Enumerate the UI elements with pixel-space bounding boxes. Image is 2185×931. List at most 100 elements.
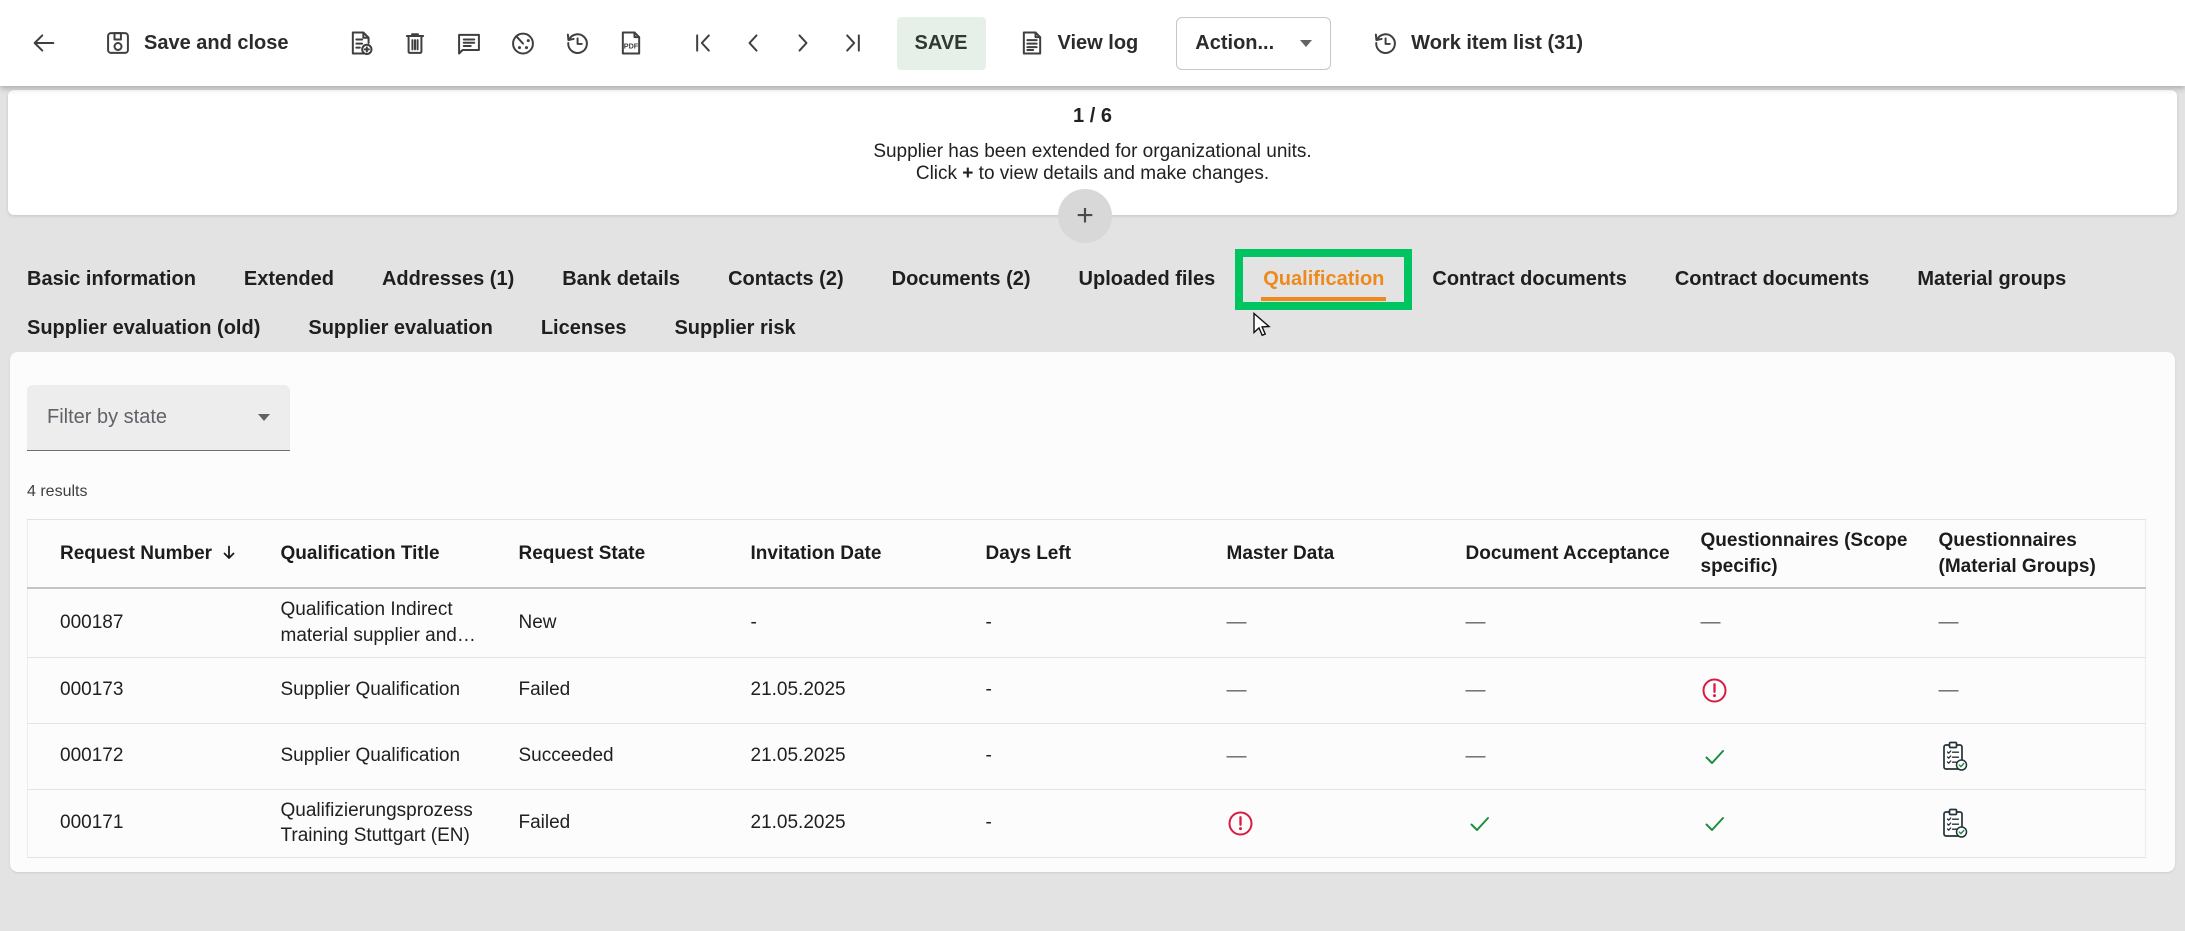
table-row[interactable]: 000187 Qualification Indirect material su… — [27, 588, 2146, 658]
column-header-label: Questionnaires (Material Groups) — [1938, 530, 2096, 577]
comments-icon[interactable] — [455, 29, 483, 57]
last-record-icon[interactable] — [839, 29, 867, 57]
notification-banner: 1 / 6 Supplier has been extended for org… — [8, 90, 2177, 215]
cell-master-data — [1227, 789, 1466, 857]
qualification-panel: Filter by state 4 results Request Number… — [10, 352, 2175, 872]
filter-by-state-dropdown[interactable]: Filter by state — [27, 385, 290, 451]
cell-questionnaires-scope — [1701, 657, 1939, 723]
column-header-label: Request State — [518, 542, 646, 564]
empty-value: — — [1226, 678, 1247, 701]
empty-value: — — [1465, 611, 1486, 634]
previous-record-icon[interactable] — [739, 29, 767, 57]
cell-days-left: - — [985, 745, 992, 767]
save-and-close-label: Save and close — [144, 31, 289, 54]
questionnaire-icon[interactable] — [1939, 740, 1969, 772]
column-header-days-left[interactable]: Days Left — [986, 520, 1227, 589]
cell-questionnaires-scope: — — [1701, 588, 1939, 657]
cell-master-data: — — [1227, 657, 1466, 723]
tab-bank-details[interactable]: Bank details — [562, 268, 681, 290]
work-item-list-button[interactable]: Work item list (31) — [1371, 29, 1583, 57]
expand-details-button[interactable]: + — [1058, 189, 1112, 243]
tab-documents-2[interactable]: Documents (2) — [891, 268, 1031, 290]
empty-value: — — [1465, 678, 1486, 701]
gauge-icon[interactable] — [509, 29, 537, 57]
empty-value: — — [1226, 611, 1247, 634]
tab-supplier-evaluation-old[interactable]: Supplier evaluation (old) — [27, 317, 261, 339]
save-button[interactable]: SAVE — [896, 16, 986, 70]
column-header-request-state[interactable]: Request State — [519, 520, 751, 589]
empty-value: — — [1938, 611, 1959, 634]
questionnaire-icon[interactable] — [1939, 807, 1969, 839]
cell-invitation-date: 21.05.2025 — [750, 812, 846, 834]
column-header-label: Invitation Date — [750, 542, 882, 564]
tab-material-groups[interactable]: Material groups — [1917, 268, 2067, 290]
column-header-invitation-date[interactable]: Invitation Date — [751, 520, 986, 589]
tab-highlight-box — [1235, 249, 1413, 310]
delete-icon[interactable] — [401, 29, 429, 57]
tab-licenses[interactable]: Licenses — [540, 317, 627, 339]
cell-invitation-date: 21.05.2025 — [750, 679, 846, 701]
save-and-close-button[interactable]: Save and close — [104, 29, 289, 57]
cell-document-acceptance: — — [1466, 657, 1701, 723]
table-row[interactable]: 000171 Qualifizierungsprozess Training St… — [27, 789, 2146, 858]
svg-text:PDF: PDF — [623, 41, 638, 50]
back-icon[interactable] — [30, 29, 58, 57]
next-record-icon[interactable] — [789, 29, 817, 57]
section-tabs: Basic information Extended Addresses (1) Ba… — [25, 249, 2165, 350]
cell-days-left: - — [985, 812, 992, 834]
tab-contacts-2[interactable]: Contacts (2) — [728, 268, 844, 290]
toolbar-icon-strip: PDF — [347, 29, 645, 57]
cell-document-acceptance — [1466, 789, 1701, 857]
tab-extended[interactable]: Extended — [243, 268, 334, 290]
table-row[interactable]: 000172 Supplier Qualification Succeeded 21.… — [27, 723, 2146, 790]
cell-document-acceptance: — — [1466, 723, 1701, 789]
tab-row-1: Basic information Extended Addresses (1) Ba… — [25, 249, 2165, 310]
column-header-document-acceptance[interactable]: Document Acceptance — [1466, 520, 1701, 589]
view-log-button[interactable]: View log — [1018, 29, 1139, 57]
tab-qualification[interactable]: Qualification — [1235, 249, 1413, 310]
first-record-icon[interactable] — [689, 29, 717, 57]
success-status-icon — [1470, 816, 1489, 831]
cell-invitation-date: 21.05.2025 — [750, 745, 846, 767]
column-header-label: Days Left — [985, 542, 1072, 564]
sort-desc-icon — [223, 545, 235, 559]
column-header-master-data[interactable]: Master Data — [1227, 520, 1466, 589]
tab-contract-documents[interactable]: Contract documents — [1432, 268, 1627, 290]
banner-plus-glyph: + — [962, 163, 974, 184]
cell-invitation-date: - — [750, 612, 757, 634]
cell-qualification-title: Qualification Indirect material supplier… — [280, 599, 476, 646]
error-status-icon — [1228, 811, 1252, 836]
tab-contract-documents[interactable]: Contract documents — [1674, 268, 1870, 290]
cell-request-number: 000172 — [60, 745, 124, 767]
tab-supplier-evaluation[interactable]: Supplier evaluation — [308, 317, 493, 339]
tab-supplier-risk[interactable]: Supplier risk — [674, 317, 796, 339]
cell-questionnaires-material — [1939, 789, 2146, 857]
pdf-icon[interactable]: PDF — [617, 29, 645, 57]
column-header-questionnaires-scope-specific[interactable]: Questionnaires (Scope specific) — [1701, 520, 1939, 589]
column-header-label: Master Data — [1226, 542, 1335, 564]
add-document-icon[interactable] — [347, 29, 375, 57]
success-status-icon — [1705, 816, 1724, 831]
tab-row-2: Supplier evaluation (old) Supplier evalua… — [25, 311, 2165, 350]
tab-basic-information[interactable]: Basic information — [27, 268, 196, 290]
table-row[interactable]: 000173 Supplier Qualification Failed 21.05.… — [27, 657, 2146, 724]
banner-message-line2: Click + to view details and make changes… — [915, 163, 1270, 184]
table-body: 000187 Qualification Indirect material su… — [27, 588, 2146, 858]
tab-uploaded-files[interactable]: Uploaded files — [1078, 268, 1216, 290]
log-document-icon — [1018, 29, 1046, 57]
cell-master-data: — — [1227, 588, 1466, 657]
empty-value: — — [1700, 611, 1721, 634]
history-icon[interactable] — [563, 29, 591, 57]
cell-days-left: - — [985, 612, 992, 634]
column-header-qualification-title[interactable]: Qualification Title — [281, 520, 519, 589]
column-header-request-number[interactable]: Request Number — [28, 520, 281, 589]
action-dropdown[interactable]: Action... — [1176, 16, 1332, 70]
cell-request-number: 000173 — [60, 679, 124, 701]
empty-value: — — [1465, 744, 1486, 767]
view-log-label: View log — [1057, 31, 1139, 54]
tab-addresses-1[interactable]: Addresses (1) — [381, 268, 515, 290]
column-header-label: Qualification Title — [280, 542, 440, 564]
cell-questionnaires-material: — — [1939, 588, 2146, 657]
column-header-questionnaires-material-groups[interactable]: Questionnaires (Material Groups) — [1939, 520, 2146, 589]
cell-questionnaires-material — [1939, 723, 2146, 789]
